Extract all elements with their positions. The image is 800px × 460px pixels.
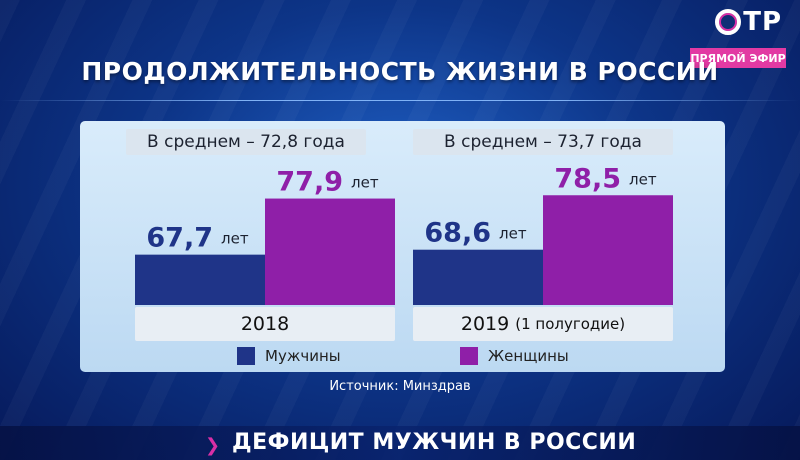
legend: Мужчины Женщины <box>80 347 725 367</box>
legend-item-women: Женщины <box>460 347 569 365</box>
value-label-2019-men: 68,6 <box>424 218 491 249</box>
bar-2018-men <box>135 254 265 305</box>
average-label-2019: В среднем – 73,7 года <box>413 129 673 155</box>
unit-label-2019-men: лет <box>499 225 527 243</box>
page-title: ПРОДОЛЖИТЕЛЬНОСТЬ ЖИЗНИ В РОССИИ <box>81 57 719 86</box>
ticker-headline: ДЕФИЦИТ МУЖЧИН В РОССИИ <box>232 430 637 455</box>
unit-label-2018-men: лет <box>221 230 249 248</box>
source-note: Источник: Минздрав <box>329 379 471 394</box>
logo-ring-icon <box>715 9 742 35</box>
legend-swatch-men <box>237 347 255 365</box>
live-badge: ПРЯМОЙ ЭФИР <box>690 48 786 68</box>
unit-label-2019-women: лет <box>629 170 657 188</box>
ticker-chevron-icon: ❯ <box>205 435 221 456</box>
legend-label-men: Мужчины <box>265 347 341 365</box>
value-label-2018-men: 67,7 <box>146 223 213 254</box>
chart-panel: 67,7 лет 77,9 лет 68,6 лет 78,5 лет В среднем –… <box>80 121 725 372</box>
logo-text: ТР <box>743 7 782 37</box>
legend-item-men: Мужчины <box>237 347 341 365</box>
year-label-2019: 2019 (1 полугодие) <box>413 307 673 341</box>
news-ticker <box>0 426 800 460</box>
value-label-2018-women: 77,9 <box>276 167 343 198</box>
legend-swatch-women <box>460 347 478 365</box>
year-label-2018: 2018 <box>135 307 395 341</box>
bar-2018-women <box>265 198 395 305</box>
average-label-2018: В среднем – 72,8 года <box>126 129 366 155</box>
value-label-2019-women: 78,5 <box>554 163 621 194</box>
title-divider <box>0 100 800 101</box>
channel-logo: ТР <box>702 4 782 40</box>
year-text: 2018 <box>240 313 290 335</box>
year-note: (1 полугодие) <box>515 315 626 333</box>
chart-svg: 67,7 лет 77,9 лет 68,6 лет 78,5 лет <box>135 163 673 305</box>
bar-2019-men <box>413 249 543 305</box>
unit-label-2018-women: лет <box>351 174 379 192</box>
bar-2019-women <box>543 195 673 305</box>
legend-label-women: Женщины <box>488 347 569 365</box>
year-text: 2019 <box>460 313 510 335</box>
